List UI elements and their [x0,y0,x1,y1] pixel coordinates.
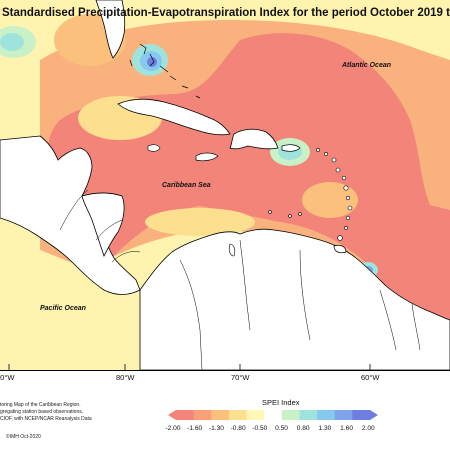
longitude-label: 70°W [231,373,250,382]
longitude-tick-marks [8,364,371,370]
credits-line: toring Map of the Caribbean Region. [0,402,81,408]
land-south-america [139,228,450,370]
longitude-label: 60°W [361,373,380,382]
land-cuba [117,98,231,136]
land-puerto-rico [281,144,301,152]
spei-wet-spot-northwest [0,26,36,58]
legend-color-cell [281,410,300,420]
legend-arrow-left [168,410,176,420]
land-trinidad [333,244,347,254]
legend-cells [176,410,371,420]
lake-maracaibo [228,243,236,257]
legend-title: SPEI Index [262,398,300,407]
legend-tick-label: 1.30 [318,425,332,432]
legend-color-cell [193,410,212,420]
ocean-label-pacific: Pacific Ocean [40,305,86,312]
ocean-label-caribbean: Caribbean Sea [162,182,211,189]
spei-wet-spot-puerto-rico [270,138,310,166]
credits-text: toring Map of the Caribbean Region. greg… [0,402,140,423]
longitude-label: 80°W [116,373,135,382]
legend-color-cell [228,410,247,420]
legend-color-cell [211,410,230,420]
legend-tick-label: -0.50 [252,425,268,432]
legend-tick-label: 0.80 [296,425,310,432]
legend-tick-label: -1.60 [187,425,203,432]
ocean-label-atlantic: Atlantic Ocean [342,62,392,69]
map-canvas [0,0,450,370]
credits-line: gregating station based observations, [0,409,84,415]
legend-tick-label: -1.30 [208,425,224,432]
legend-color-cell [299,410,318,420]
legend-color-cell [334,410,353,420]
land-jamaica [195,152,219,162]
legend-color-cell [264,410,283,420]
land-bahamas [129,43,201,99]
spei-wet-spot-bahamas [132,44,168,76]
legend-tick-label: -2.00 [165,425,181,432]
longitude-label: 90°W [0,373,15,382]
spei-zone-near-normal [145,208,255,236]
spei-zone-near-normal [302,182,358,218]
land-isla-juventud [147,144,161,152]
legend-arrow-right [370,410,378,420]
land-honduras-nicaragua [81,192,125,258]
map-panel: Standardised Precipitation-Evapotranspir… [0,0,450,371]
land-hispaniola [229,128,279,150]
land-florida [95,0,126,59]
legend-color-cell [317,410,336,420]
country-borders [59,189,421,370]
legend-color-cell [246,410,265,420]
legend-colorbar [168,410,378,420]
legend-tick-label: 0.50 [275,425,288,432]
credits-line: CIOF, with NCEP/NCAR Reanalysis Data [0,416,92,422]
land-lesser-antilles [268,148,353,241]
legend-tick-labels: -2.00 -1.60 -1.30 -0.80 -0.50 0.50 0.80 … [165,425,374,435]
map-title: Standardised Precipitation-Evapotranspir… [2,7,450,19]
legend-tick-label: 1.60 [340,425,354,432]
legend-color-cell [352,410,371,420]
legend-tick-label: 2.00 [361,425,375,432]
legend-tick-label: -0.80 [230,425,246,432]
legend-color-cell [176,410,194,420]
copyright-text: ©IMH Oct-2020 [6,434,41,440]
